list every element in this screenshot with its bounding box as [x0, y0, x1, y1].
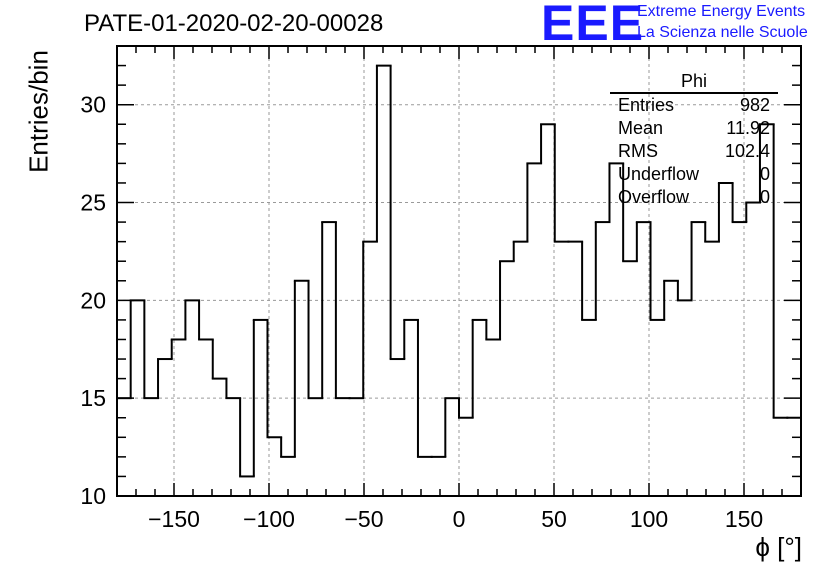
stats-row-rms: RMS 102.4 [610, 140, 778, 163]
stats-label: Underflow [618, 164, 700, 184]
stats-label: Entries [618, 95, 675, 115]
stats-row-overflow: Overflow 0 [610, 186, 778, 209]
stats-row-underflow: Underflow 0 [610, 163, 778, 186]
stats-value: 11.92 [726, 118, 770, 138]
y-tick-label: 30 [80, 92, 106, 118]
x-axis-label: ϕ [°] [755, 532, 802, 562]
stats-value: 982 [739, 95, 770, 115]
logo-line-2: La Scienza nelle Scuole [637, 24, 808, 41]
x-tick-label: 50 [541, 506, 567, 532]
y-tick-label: 25 [80, 190, 106, 216]
y-axis-label: Entries/bin [23, 50, 54, 173]
stats-value: 0 [759, 187, 770, 207]
stats-name: Phi [610, 70, 778, 94]
x-tick-label: 0 [453, 506, 466, 532]
y-tick-label: 10 [80, 483, 106, 509]
x-tick-label: 150 [725, 506, 763, 532]
stats-box: Phi Entries 982 Mean 11.92 RMS 102.4 Und… [610, 70, 778, 209]
stats-value: 102.4 [724, 141, 770, 161]
stats-row-mean: Mean 11.92 [610, 117, 778, 140]
x-tick-label: −150 [148, 506, 200, 532]
y-tick-label: 20 [80, 287, 106, 313]
stats-label: Mean [618, 118, 664, 138]
y-tick-label: 15 [80, 385, 106, 411]
chart-title: PATE-01-2020-02-20-00028 [84, 10, 384, 37]
histogram-series [116, 64, 802, 478]
x-tick-label: 100 [630, 506, 668, 532]
x-tick-label: −50 [344, 506, 383, 532]
stats-value: 0 [759, 164, 770, 184]
logo-line-1: Extreme Energy Events [637, 3, 806, 20]
stats-label: Overflow [618, 187, 690, 207]
tick-labels: −150 −100 −50 0 50 100 150 10 15 20 25 30 [80, 92, 763, 532]
x-tick-label: −100 [243, 506, 295, 532]
stats-row-entries: Entries 982 [610, 94, 778, 117]
plot-frame [116, 45, 802, 497]
stats-label: RMS [618, 141, 658, 161]
eee-logo: EEE [541, 0, 645, 51]
